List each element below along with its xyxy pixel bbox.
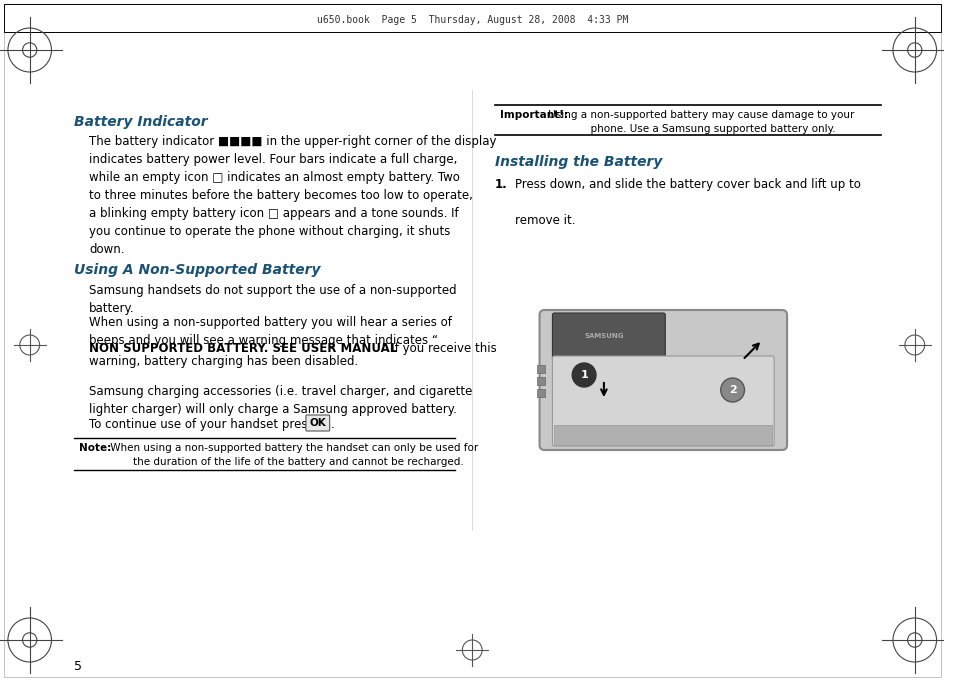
FancyBboxPatch shape <box>539 310 786 450</box>
Text: Samsung handsets do not support the use of a non-supported
battery.: Samsung handsets do not support the use … <box>89 284 456 315</box>
Bar <box>536 365 544 373</box>
FancyBboxPatch shape <box>306 415 330 431</box>
Text: ” If you receive this: ” If you receive this <box>89 342 497 355</box>
Text: SAMSUNG: SAMSUNG <box>583 333 623 339</box>
FancyBboxPatch shape <box>552 356 774 446</box>
Text: When using a non-supported battery you will hear a series of
beeps and you will : When using a non-supported battery you w… <box>89 316 452 347</box>
Text: OK: OK <box>309 418 326 428</box>
Text: Battery Indicator: Battery Indicator <box>74 115 208 129</box>
Text: Samsung charging accessories (i.e. travel charger, and cigarette
lighter charger: Samsung charging accessories (i.e. trave… <box>89 385 472 416</box>
Text: 1.: 1. <box>495 178 507 191</box>
Circle shape <box>572 363 596 387</box>
Bar <box>4 4 940 32</box>
Text: u650.book  Page 5  Thursday, August 28, 2008  4:33 PM: u650.book Page 5 Thursday, August 28, 20… <box>316 15 627 25</box>
Text: 5: 5 <box>74 660 82 673</box>
Circle shape <box>720 378 743 402</box>
Text: warning, battery charging has been disabled.: warning, battery charging has been disab… <box>89 355 358 368</box>
Text: 2: 2 <box>728 385 736 395</box>
Text: .: . <box>331 418 335 431</box>
Bar <box>554 425 771 445</box>
FancyBboxPatch shape <box>552 313 664 360</box>
Text: Using a non-supported battery may cause damage to your
              phone. Use : Using a non-supported battery may cause … <box>544 110 853 134</box>
Text: Press down, and slide the battery cover back and lift up to

remove it.: Press down, and slide the battery cover … <box>515 178 860 227</box>
Text: Note:: Note: <box>79 443 112 453</box>
Bar <box>536 377 544 385</box>
Text: 1: 1 <box>579 370 587 380</box>
Text: To continue use of your handset press: To continue use of your handset press <box>89 418 314 431</box>
Bar <box>536 389 544 397</box>
Text: NON SUPPORTED BATTERY. SEE USER MANUAL: NON SUPPORTED BATTERY. SEE USER MANUAL <box>89 342 397 355</box>
Text: Installing the Battery: Installing the Battery <box>495 155 661 169</box>
Text: Using A Non-Supported Battery: Using A Non-Supported Battery <box>74 263 320 277</box>
Text: Important!:: Important!: <box>499 110 567 120</box>
Text: The battery indicator ■■■■ in the upper-right corner of the display
indicates ba: The battery indicator ■■■■ in the upper-… <box>89 135 497 256</box>
Text: When using a non-supported battery the handset can only be used for
        the : When using a non-supported battery the h… <box>107 443 477 467</box>
